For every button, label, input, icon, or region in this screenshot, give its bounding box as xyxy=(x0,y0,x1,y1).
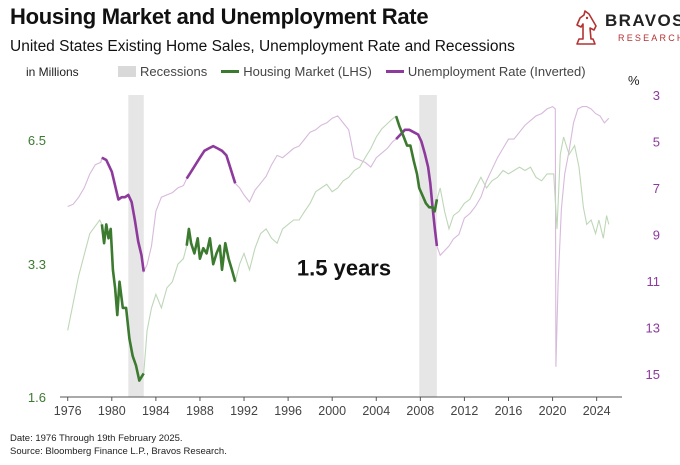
chart-annotation: 1.5 years xyxy=(297,256,391,281)
y-left-tick-label: 1.6 xyxy=(28,390,46,405)
legend-swatch-unemployment xyxy=(385,70,404,73)
legend-item-unemployment: Unemployment Rate (Inverted) xyxy=(385,64,586,79)
x-tick-label: 1976 xyxy=(54,404,82,418)
x-tick-label: 2008 xyxy=(406,404,434,418)
unemployment-line-highlight xyxy=(185,144,237,184)
y-right-tick-label: 9 xyxy=(653,227,660,242)
y-left-tick-label: 3.3 xyxy=(28,257,46,272)
x-tick-label: 2004 xyxy=(362,404,390,418)
left-axis-unit: in Millions xyxy=(26,65,79,79)
y-right-tick-label: 15 xyxy=(646,367,660,382)
x-tick-label: 1996 xyxy=(274,404,302,418)
x-tick-label: 1984 xyxy=(142,404,170,418)
housing-line-highlight xyxy=(394,115,439,213)
x-tick-label: 2016 xyxy=(495,404,523,418)
legend-label-recessions: Recessions xyxy=(140,64,208,79)
x-tick-label: 1980 xyxy=(98,404,126,418)
recession-band xyxy=(128,95,144,397)
y-right-tick-label: 13 xyxy=(646,320,660,335)
legend-swatch-recessions xyxy=(118,66,136,77)
y-left-tick-label: 6.5 xyxy=(28,133,46,148)
x-tick-label: 2020 xyxy=(539,404,567,418)
chess-knight-icon xyxy=(576,10,597,45)
brand-logo: BRAVOS RESEARCH xyxy=(572,8,680,48)
y-right-tick-label: 11 xyxy=(647,274,661,289)
page-title: Housing Market and Unemployment Rate xyxy=(10,4,429,29)
x-tick-label: 2024 xyxy=(583,404,611,418)
brand-name: BRAVOS xyxy=(605,11,680,30)
x-tick-label: 1992 xyxy=(230,404,258,418)
legend-swatch-housing xyxy=(221,70,240,73)
footer-date-note: Date: 1976 Through 19th February 2025. xyxy=(10,433,183,444)
y-right-tick-label: 5 xyxy=(653,134,660,149)
right-axis-unit: % xyxy=(628,73,640,88)
housing-line-highlight xyxy=(100,223,145,382)
housing-line-highlight xyxy=(185,227,237,283)
legend-label-unemployment: Unemployment Rate (Inverted) xyxy=(407,64,586,79)
unemployment-line-highlight xyxy=(101,156,145,272)
x-tick-label: 2000 xyxy=(318,404,346,418)
housing-line-faded xyxy=(67,115,610,383)
x-tick-label: 1988 xyxy=(186,404,214,418)
legend-label-housing: Housing Market (LHS) xyxy=(243,64,372,79)
brand-tagline: RESEARCH xyxy=(618,33,680,43)
page-subtitle: United States Existing Home Sales, Unemp… xyxy=(10,38,515,55)
y-right-tick-label: 7 xyxy=(653,181,660,196)
chart-legend: Recessions Housing Market (LHS) Unemploy… xyxy=(118,64,600,79)
footer-source-note: Source: Bloomberg Finance L.P., Bravos R… xyxy=(10,446,227,457)
y-right-tick-label: 3 xyxy=(653,88,660,103)
legend-item-recessions: Recessions xyxy=(118,64,207,79)
legend-item-housing: Housing Market (LHS) xyxy=(221,64,372,79)
recession-band xyxy=(419,95,437,397)
x-tick-label: 2012 xyxy=(451,404,479,418)
unemployment-line-faded xyxy=(67,105,610,367)
